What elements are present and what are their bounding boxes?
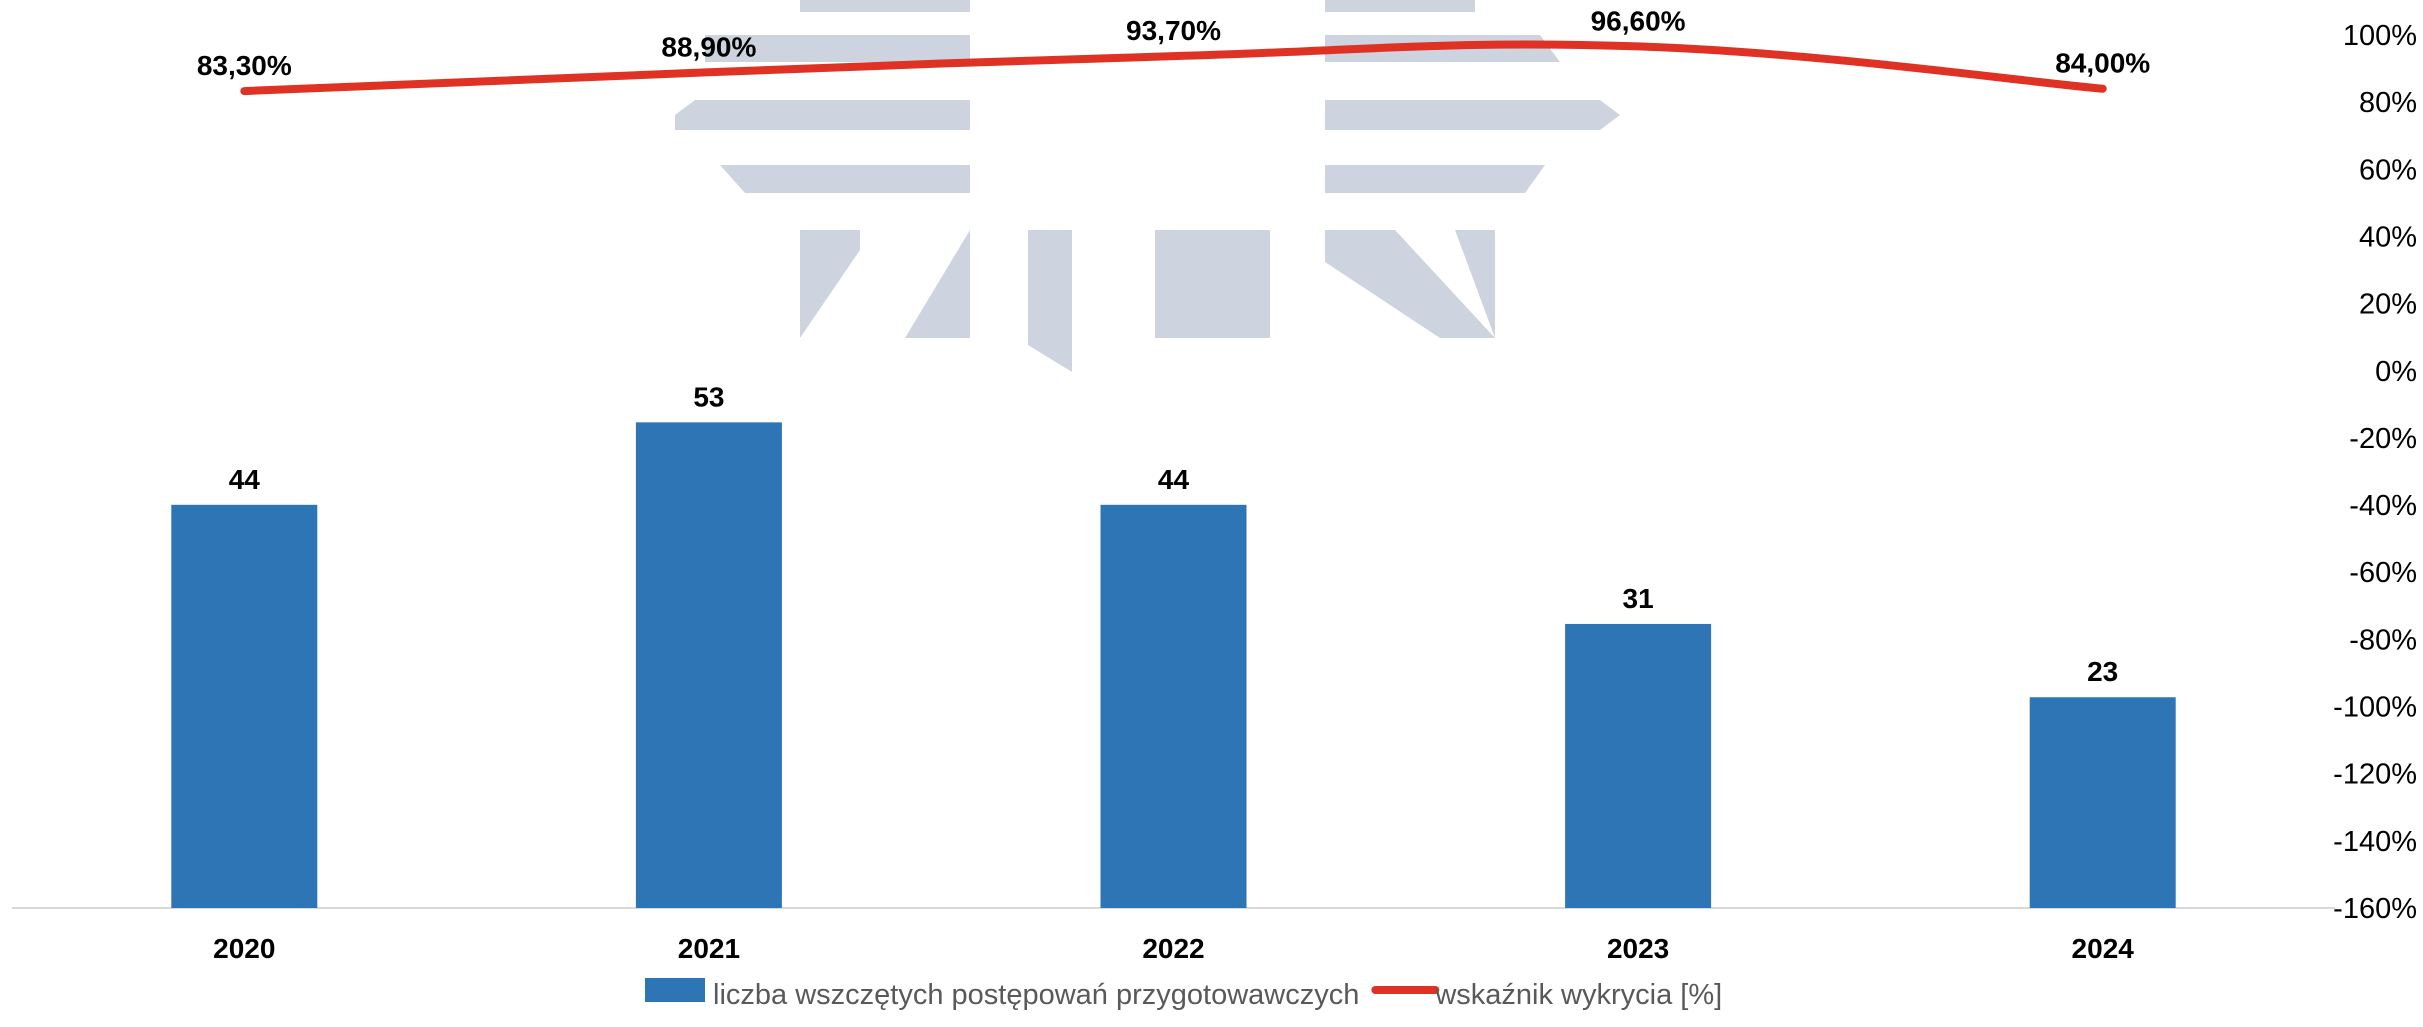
- detection-rate-line: [240, 40, 2107, 96]
- bar-data-label: 31: [1623, 583, 1654, 614]
- bar-data-label: 44: [229, 464, 261, 495]
- x-tick-label: 2023: [1607, 933, 1669, 964]
- bar: [2029, 697, 2176, 908]
- y-right-tick-label: -100%: [2333, 692, 2417, 724]
- line-series: [240, 40, 2107, 96]
- legend-swatch-bar: [645, 978, 705, 1002]
- line-data-label: 83,30%: [197, 50, 292, 81]
- bar-series: [171, 422, 2176, 908]
- legend: liczba wszczętych postępowań przygotowaw…: [645, 978, 1722, 1011]
- legend-label-line: wskaźnik wykrycia [%]: [1434, 979, 1722, 1011]
- y-right-tick-label: 0%: [2375, 356, 2417, 388]
- y-right-tick-label: -120%: [2333, 759, 2417, 791]
- line-data-label: 88,90%: [661, 31, 756, 62]
- y-right-tick-label: 40%: [2359, 221, 2417, 253]
- y-right-tick-label: 80%: [2359, 87, 2417, 119]
- bar: [1100, 504, 1247, 908]
- x-tick-label: 2022: [1142, 933, 1204, 964]
- y-right-tick-label: -40%: [2349, 490, 2417, 522]
- legend-label-bar: liczba wszczętych postępowań przygotowaw…: [713, 979, 1359, 1011]
- axes: 2020 2021 2022 2023 2024 100% 80% 60% 40% 20% 0% -2…: [12, 20, 2417, 964]
- line-data-label: 96,60%: [1591, 5, 1686, 36]
- data-labels: 44 53 44 31 23 83,30% 88,90% 93,70% 96,60% 84,00%: [197, 5, 2150, 687]
- line-data-label: 84,00%: [2055, 48, 2150, 79]
- line-data-label: 93,70%: [1126, 15, 1221, 46]
- bar-data-label: 23: [2087, 656, 2118, 687]
- y-right-tick-label: -60%: [2349, 557, 2417, 589]
- y-right-tick-label: -80%: [2349, 624, 2417, 656]
- bar: [171, 504, 318, 908]
- bar: [1565, 623, 1712, 908]
- bar-data-label: 44: [1158, 464, 1190, 495]
- y-right-tick-label: 20%: [2359, 289, 2417, 321]
- bar: [635, 422, 782, 908]
- x-tick-label: 2020: [213, 933, 275, 964]
- bar-data-label: 53: [693, 381, 724, 412]
- x-tick-label: 2021: [678, 933, 740, 964]
- y-right-tick-label: -160%: [2333, 893, 2417, 925]
- y-right-tick-label: 60%: [2359, 154, 2417, 186]
- y-right-tick-label: -140%: [2333, 826, 2417, 858]
- y-right-tick-label: -20%: [2349, 423, 2417, 455]
- y-right-tick-label: 100%: [2343, 20, 2417, 52]
- x-tick-label: 2024: [2072, 933, 2135, 964]
